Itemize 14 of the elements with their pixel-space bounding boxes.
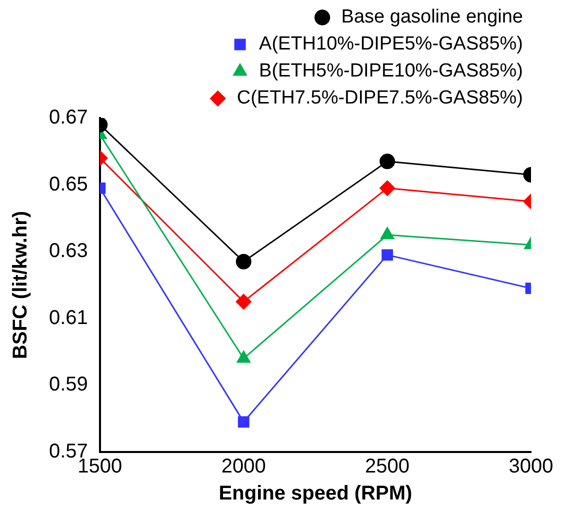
y-tick-label: 0.59 xyxy=(48,374,88,396)
y-axis-title: BSFC (lit/kw.hr) xyxy=(10,210,32,360)
y-tick-label: 0.63 xyxy=(48,240,88,262)
y-tick-label: 0.65 xyxy=(48,173,88,196)
x-axis-title: Engine speed (RPM) xyxy=(218,482,412,505)
legend-label: C(ETH7.5%-DIPE7.5%-GAS85%) xyxy=(236,88,524,109)
legend-label: B(ETH5%-DIPE10%-GAS85%) xyxy=(259,60,523,82)
y-tick-label: 0.67 xyxy=(48,106,88,129)
x-tick-label: 2500 xyxy=(365,456,410,478)
x-tick-label: 3000 xyxy=(508,456,554,478)
legend-label: A(ETH10%-DIPE5%-GAS85%) xyxy=(259,34,523,55)
legend-label: Base gasoline engine xyxy=(341,6,524,28)
y-tick-label: 0.61 xyxy=(48,306,88,329)
x-tick-label: 2000 xyxy=(221,456,266,478)
